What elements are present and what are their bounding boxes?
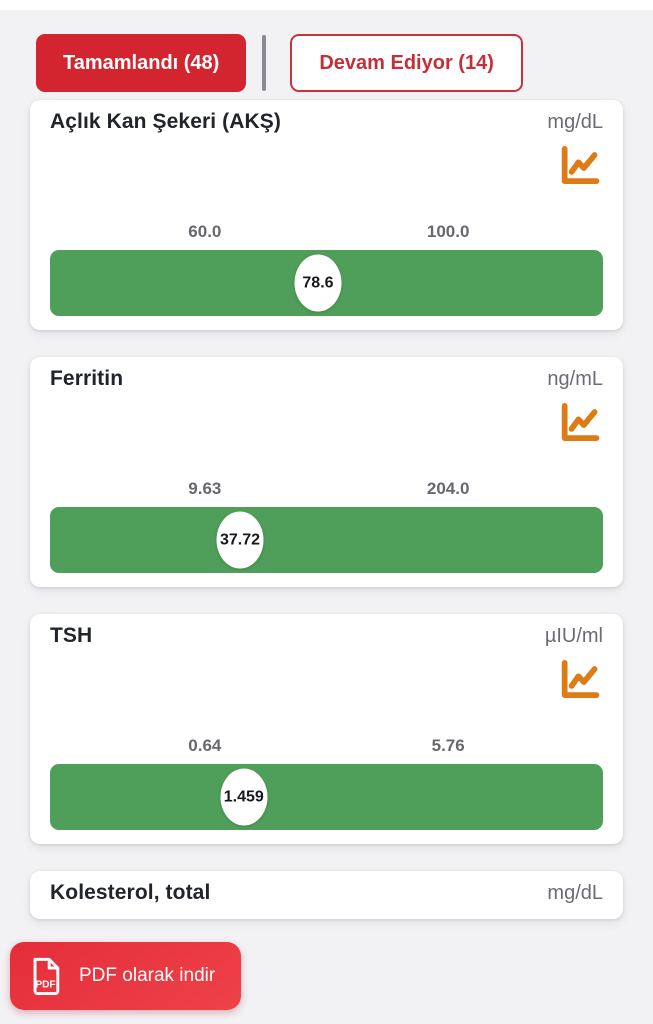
value-text: 1.459 <box>223 788 264 805</box>
value-text: 78.6 <box>302 274 334 291</box>
card-body: 9.63 204.0 37.72 <box>50 399 603 573</box>
chart-line-icon[interactable] <box>557 142 603 188</box>
test-name: TSH <box>50 624 93 647</box>
tab-in-progress[interactable]: Devam Ediyor (14) <box>290 34 523 92</box>
card-body: 60.0 100.0 78.6 <box>50 142 603 316</box>
card-header: Açlık Kan Şekeri (AKŞ) mg/dL <box>50 110 603 134</box>
status-tabbar: Tamamlandı (48) Devam Ediyor (14) <box>36 34 523 92</box>
tab-divider <box>262 35 267 91</box>
test-unit: mg/dL <box>547 111 603 133</box>
header-strip <box>0 0 653 10</box>
card-header: TSH µIU/ml <box>50 624 603 648</box>
tab-completed[interactable]: Tamamlandı (48) <box>36 34 247 92</box>
value-marker: 37.72 <box>216 511 264 569</box>
test-name: Ferritin <box>50 367 124 390</box>
ref-low-label: 9.63 <box>188 479 222 498</box>
icon-row <box>50 399 603 445</box>
value-text: 37.72 <box>219 531 261 548</box>
ref-low-label: 0.64 <box>188 736 222 755</box>
result-card[interactable]: Ferritin ng/mL 9.63 204.0 37.72 <box>30 357 623 587</box>
result-card-list: Açlık Kan Şekeri (AKŞ) mg/dL 60.0 100.0 … <box>30 100 623 919</box>
reference-range-labels: 60.0 100.0 <box>50 222 603 242</box>
range-bar: 1.459 <box>50 764 603 830</box>
result-card[interactable]: Kolesterol, total mg/dL <box>30 871 623 919</box>
range-bar: 37.72 <box>50 507 603 573</box>
icon-row <box>50 142 603 188</box>
test-unit: mg/dL <box>547 882 603 904</box>
svg-text:PDF: PDF <box>35 979 55 990</box>
card-header: Kolesterol, total mg/dL <box>50 881 603 905</box>
ref-high-label: 5.76 <box>431 736 465 755</box>
ref-high-label: 100.0 <box>426 222 470 241</box>
chart-line-icon[interactable] <box>557 399 603 445</box>
card-header: Ferritin ng/mL <box>50 367 603 391</box>
value-marker: 78.6 <box>294 254 342 312</box>
reference-range-labels: 9.63 204.0 <box>50 479 603 499</box>
value-marker: 1.459 <box>220 768 268 826</box>
result-card[interactable]: TSH µIU/ml 0.64 5.76 1.459 <box>30 614 623 844</box>
range-bar: 78.6 <box>50 250 603 316</box>
chart-line-icon[interactable] <box>557 656 603 702</box>
pdf-file-icon: PDF <box>27 956 64 996</box>
download-pdf-button[interactable]: PDF PDF olarak indir <box>10 942 242 1010</box>
icon-row <box>50 656 603 702</box>
test-name: Açlık Kan Şekeri (AKŞ) <box>50 110 281 133</box>
test-unit: µIU/ml <box>544 625 603 647</box>
pdf-button-label: PDF olarak indir <box>79 965 216 986</box>
card-body: 0.64 5.76 1.459 <box>50 656 603 830</box>
ref-high-label: 204.0 <box>426 479 470 498</box>
test-unit: ng/mL <box>547 368 603 390</box>
test-name: Kolesterol, total <box>50 881 211 904</box>
reference-range-labels: 0.64 5.76 <box>50 736 603 756</box>
result-card[interactable]: Açlık Kan Şekeri (AKŞ) mg/dL 60.0 100.0 … <box>30 100 623 330</box>
ref-low-label: 60.0 <box>188 222 222 241</box>
